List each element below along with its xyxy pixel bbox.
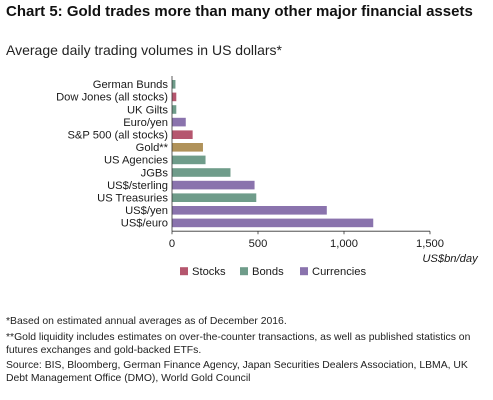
category-label-german-bunds: German Bunds bbox=[93, 79, 169, 91]
bar-german-bunds bbox=[172, 80, 176, 89]
bar-us-euro bbox=[172, 218, 374, 228]
legend-swatch-bonds bbox=[240, 267, 248, 276]
category-label-s-p-500-all-stocks: S&P 500 (all stocks) bbox=[67, 130, 168, 142]
category-label-us-euro: US$/euro bbox=[121, 218, 168, 230]
legend-swatch-stocks bbox=[180, 267, 188, 276]
bar-euro-yen bbox=[172, 117, 186, 127]
source-note: Source: BIS, Bloomberg, German Finance A… bbox=[6, 360, 468, 384]
x-tick-label-1: 500 bbox=[249, 238, 268, 250]
category-label-us-sterling: US$/sterling bbox=[107, 180, 168, 192]
x-axis-label: US$bn/day bbox=[422, 253, 479, 265]
bar-us-yen bbox=[172, 206, 327, 215]
bar-gold bbox=[172, 143, 203, 152]
chart-title: Chart 5: Gold trades more than many othe… bbox=[6, 3, 473, 20]
footnote-gold-liquidity: **Gold liquidity includes estimates on o… bbox=[6, 332, 471, 356]
legend-swatch-currencies bbox=[300, 267, 308, 276]
bar-jgbs bbox=[172, 168, 231, 177]
bar-uk-gilts bbox=[172, 105, 177, 114]
bar-s-p-500-all-stocks bbox=[172, 130, 193, 139]
x-tick-label-3: 1,500 bbox=[416, 238, 444, 250]
legend-label-stocks: Stocks bbox=[192, 266, 226, 278]
category-label-us-yen: US$/yen bbox=[125, 205, 168, 217]
bar-dow-jones-all-stocks bbox=[172, 92, 177, 102]
category-label-uk-gilts: UK Gilts bbox=[127, 104, 168, 116]
bar-us-sterling bbox=[172, 180, 255, 190]
category-label-gold: Gold** bbox=[136, 142, 169, 154]
chart-subtitle: Average daily trading volumes in US doll… bbox=[6, 42, 282, 58]
x-tick-label-2: 1,000 bbox=[330, 238, 358, 250]
footnote-basis: *Based on estimated annual averages as o… bbox=[6, 316, 287, 327]
bar-us-treasuries bbox=[172, 193, 257, 202]
legend-label-bonds: Bonds bbox=[252, 266, 284, 278]
category-label-dow-jones-all-stocks: Dow Jones (all stocks) bbox=[56, 92, 168, 104]
legend-label-currencies: Currencies bbox=[312, 266, 366, 278]
x-tick-label-0: 0 bbox=[169, 238, 175, 250]
category-label-us-agencies: US Agencies bbox=[104, 155, 168, 167]
category-label-euro-yen: Euro/yen bbox=[123, 117, 168, 129]
category-label-jgbs: JGBs bbox=[141, 167, 169, 179]
category-label-us-treasuries: US Treasuries bbox=[97, 193, 168, 205]
bar-us-agencies bbox=[172, 155, 206, 165]
